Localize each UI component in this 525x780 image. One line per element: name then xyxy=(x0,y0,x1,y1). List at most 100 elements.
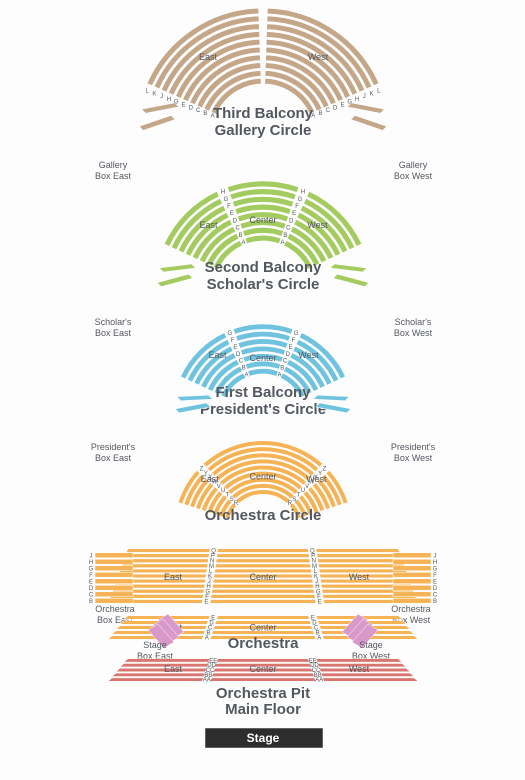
orchestra_circle-label-west: West xyxy=(306,474,327,484)
third_balcony-rowletter-e-2: C xyxy=(196,108,201,114)
orch-box-west-4[interactable] xyxy=(393,579,431,584)
third_balcony-box-east-0[interactable] xyxy=(142,103,179,113)
first_balcony-rowletter-e-5: F xyxy=(231,338,235,344)
orch-box-east-4[interactable] xyxy=(95,579,133,584)
orch-pit-west-4[interactable] xyxy=(322,678,418,681)
orch-main-lab-e: East xyxy=(164,572,183,582)
orch-main-center-2[interactable] xyxy=(216,559,310,563)
orch-box-w-rl-5: D xyxy=(433,586,438,592)
third_balcony-box-west-label-0: Gallery xyxy=(399,160,428,170)
orch-main-west-0[interactable] xyxy=(316,549,400,553)
orch-main-center-8[interactable] xyxy=(211,589,314,593)
orch-main-east-3[interactable] xyxy=(121,564,208,568)
third_balcony-rowletter-w-4: E xyxy=(340,103,344,109)
orch-box-west-3[interactable] xyxy=(393,572,431,577)
orch-pit-east-0[interactable] xyxy=(124,659,210,662)
orch-box-w-rl-1: H xyxy=(433,560,437,566)
first_balcony-rowletter-e-3: D xyxy=(236,352,241,358)
first_balcony-box-west-label-0: President's xyxy=(391,442,436,452)
orch-pit-east-3[interactable] xyxy=(112,673,205,676)
first_balcony-title2: President's Circle xyxy=(200,401,326,418)
first_balcony-box-east-label-1: Box East xyxy=(95,453,132,463)
orch-box-east-0[interactable] xyxy=(95,553,133,558)
second_balcony-box-west-0[interactable] xyxy=(330,264,366,272)
orch-lower-center-0[interactable] xyxy=(216,616,309,620)
orch-main-east-0[interactable] xyxy=(126,549,210,553)
orch-main-center-9[interactable] xyxy=(211,595,316,599)
orch-main-west-1[interactable] xyxy=(317,554,402,558)
third_balcony-rowletter-e-8: K xyxy=(152,91,156,97)
orch-lower-lab-c: Center xyxy=(249,623,276,633)
second_balcony-title1: Second Balcony xyxy=(205,259,322,276)
orch-box-e-lab-0: Orchestra xyxy=(95,604,135,614)
third_balcony-rowletter-w-8: K xyxy=(370,91,374,97)
orch-box-east-3[interactable] xyxy=(95,572,133,577)
orch-main-east-2[interactable] xyxy=(123,559,209,563)
third_balcony-box-west-1[interactable] xyxy=(351,115,387,130)
orch-box-w-lab-0: Orchestra xyxy=(391,604,431,614)
second_balcony-box-west-1[interactable] xyxy=(333,274,368,286)
first_balcony-box-west-0[interactable] xyxy=(314,395,350,401)
orch-pit-center-4[interactable] xyxy=(210,678,316,681)
second_balcony-box-west-label-0: Scholar's xyxy=(395,317,432,327)
second_balcony-label-west: West xyxy=(307,220,328,230)
orchestra_circle-rowletter-e-8: Z xyxy=(200,467,204,473)
second_balcony-rowletter-e-5: F xyxy=(227,204,231,210)
third_balcony-box-west-label-1: Box West xyxy=(394,171,433,181)
third_balcony-rowletter-e-9: L xyxy=(145,89,149,95)
first_balcony-rowletter-w-3: D xyxy=(286,352,291,358)
orch-pit-east-2[interactable] xyxy=(116,668,207,671)
third_balcony-rowletter-w-9: L xyxy=(377,89,381,95)
orch-box-east-6[interactable] xyxy=(95,592,133,597)
orch-box-w-rl-4: E xyxy=(433,579,437,585)
orch-main-west-2[interactable] xyxy=(317,559,403,563)
orch-main-east-1[interactable] xyxy=(124,554,209,558)
orch-box-west-1[interactable] xyxy=(393,559,431,564)
orch-main-center-0[interactable] xyxy=(217,549,308,553)
orchestra_circle-label-east: East xyxy=(201,474,220,484)
first_balcony-box-east-0[interactable] xyxy=(177,395,213,401)
orch-box-east-2[interactable] xyxy=(95,566,133,571)
orch-pit-east-4[interactable] xyxy=(108,678,204,681)
orch-box-west-0[interactable] xyxy=(393,553,431,558)
orch-pit-west-0[interactable] xyxy=(316,659,402,662)
third_balcony-box-east-label-0: Gallery xyxy=(99,160,128,170)
first_balcony-title1: First Balcony xyxy=(215,384,311,401)
second_balcony-box-east-1[interactable] xyxy=(157,274,192,286)
second_balcony-rowletter-e-3: D xyxy=(233,218,238,224)
orch-box-west-5[interactable] xyxy=(393,585,431,590)
orch-pit-title2: Main Floor xyxy=(225,701,301,718)
orch-box-east-1[interactable] xyxy=(95,559,133,564)
orch-box-west-6[interactable] xyxy=(393,592,431,597)
orch-pit-lab-w: West xyxy=(349,664,370,674)
orch-main-center-3[interactable] xyxy=(215,564,311,568)
third_balcony-box-east-1[interactable] xyxy=(139,115,175,130)
second_balcony-box-east-0[interactable] xyxy=(159,264,195,272)
orch-box-w-rl-6: C xyxy=(433,592,438,598)
second_balcony-rowletter-w-0: A xyxy=(281,240,285,246)
orch-pit-center-0[interactable] xyxy=(216,659,309,662)
first_balcony-rowletter-w-6: G xyxy=(294,331,299,337)
orch-box-west-2[interactable] xyxy=(393,566,431,571)
orch-box-west-7[interactable] xyxy=(393,598,431,603)
second_balcony-center-row-0[interactable] xyxy=(245,235,281,243)
second_balcony-rowletter-w-7: H xyxy=(301,190,305,196)
orch-box-e-rl-4: E xyxy=(89,579,93,585)
third_balcony-title2: Gallery Circle xyxy=(215,122,312,139)
orch-box-east-7[interactable] xyxy=(95,598,133,603)
orch-box-w-rl-0: J xyxy=(434,553,437,559)
second_balcony-box-west-label-1: Box West xyxy=(394,328,433,338)
orch-pit-lab-c: Center xyxy=(249,664,276,674)
first_balcony-center-row-0[interactable] xyxy=(248,369,278,377)
orch-main-center-7[interactable] xyxy=(212,584,314,588)
third_balcony-box-west-0[interactable] xyxy=(347,103,384,113)
first_balcony-rowletter-e-0: A xyxy=(245,372,249,378)
orch-main-rl-e-10: E xyxy=(204,599,208,605)
orch-box-east-5[interactable] xyxy=(95,585,133,590)
third_balcony-rowletter-w-3: D xyxy=(333,105,338,111)
orch-main-center-10[interactable] xyxy=(210,600,316,604)
third_balcony-rowletter-e-6: H xyxy=(167,97,171,103)
orch-main-center-1[interactable] xyxy=(217,554,310,558)
orch-main-west-3[interactable] xyxy=(318,564,405,568)
orch-lower-rl-e-4: A xyxy=(205,636,209,642)
